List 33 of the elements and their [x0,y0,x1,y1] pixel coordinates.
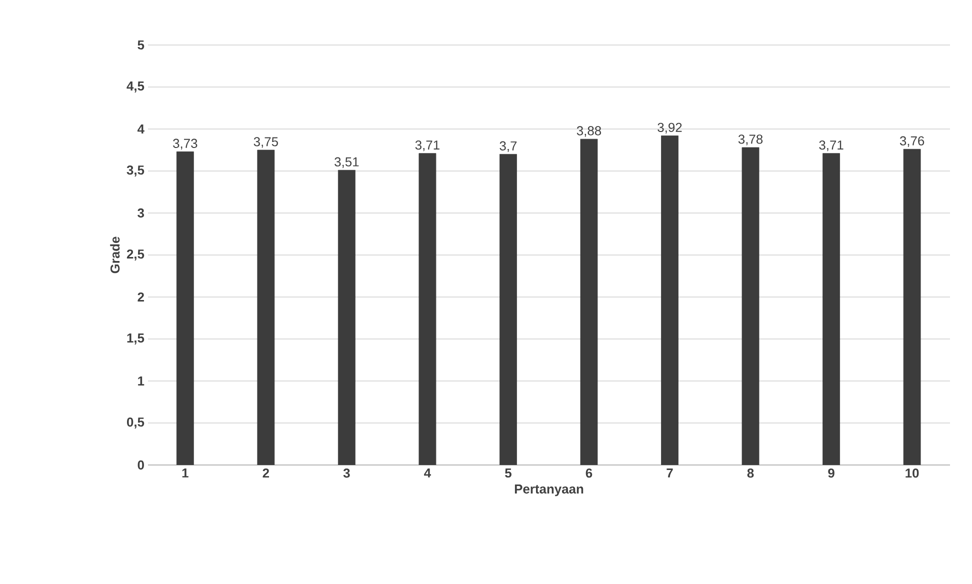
x-tick-label: 7 [666,468,673,478]
data-label: 3,88 [576,126,602,137]
data-label: 3,71 [415,140,440,152]
y-tick-label: 2 [138,292,144,302]
x-tick-label: 2 [262,468,270,478]
y-axis-title: Grade [110,236,120,274]
x-tick-label: 8 [747,468,754,478]
x-axis-title: Pertanyaan [514,484,584,496]
x-tick-label: 9 [828,468,834,478]
data-label: 3,71 [819,140,844,152]
x-tick-label: 10 [906,468,919,478]
x-tick-label: 6 [586,468,592,478]
data-label: 3,76 [900,136,924,147]
data-label: 3,92 [658,122,682,134]
x-tick-label: 5 [505,468,512,478]
x-tick-label: 4 [424,468,431,478]
data-label: 3,75 [254,137,278,148]
x-tick-label: 1 [182,468,188,478]
x-tick-label: 3 [343,468,350,478]
data-label: 3,78 [738,134,763,146]
data-label: 3,73 [173,138,198,150]
y-tick-label: 2,5 [126,249,144,261]
y-tick-label: 4,5 [126,82,144,92]
y-tick-label: 1,5 [127,334,144,344]
y-tick-label: 0,5 [126,417,144,429]
y-tick-label: 4 [137,124,144,134]
data-label: 3,51 [334,157,359,168]
y-tick-label: 1 [138,376,144,386]
y-tick-label: 0 [138,460,144,470]
y-tick-label: 5 [138,40,144,50]
y-tick-label: 3 [138,208,144,218]
data-label: 3,7 [500,141,517,152]
y-tick-label: 3,5 [126,165,144,177]
